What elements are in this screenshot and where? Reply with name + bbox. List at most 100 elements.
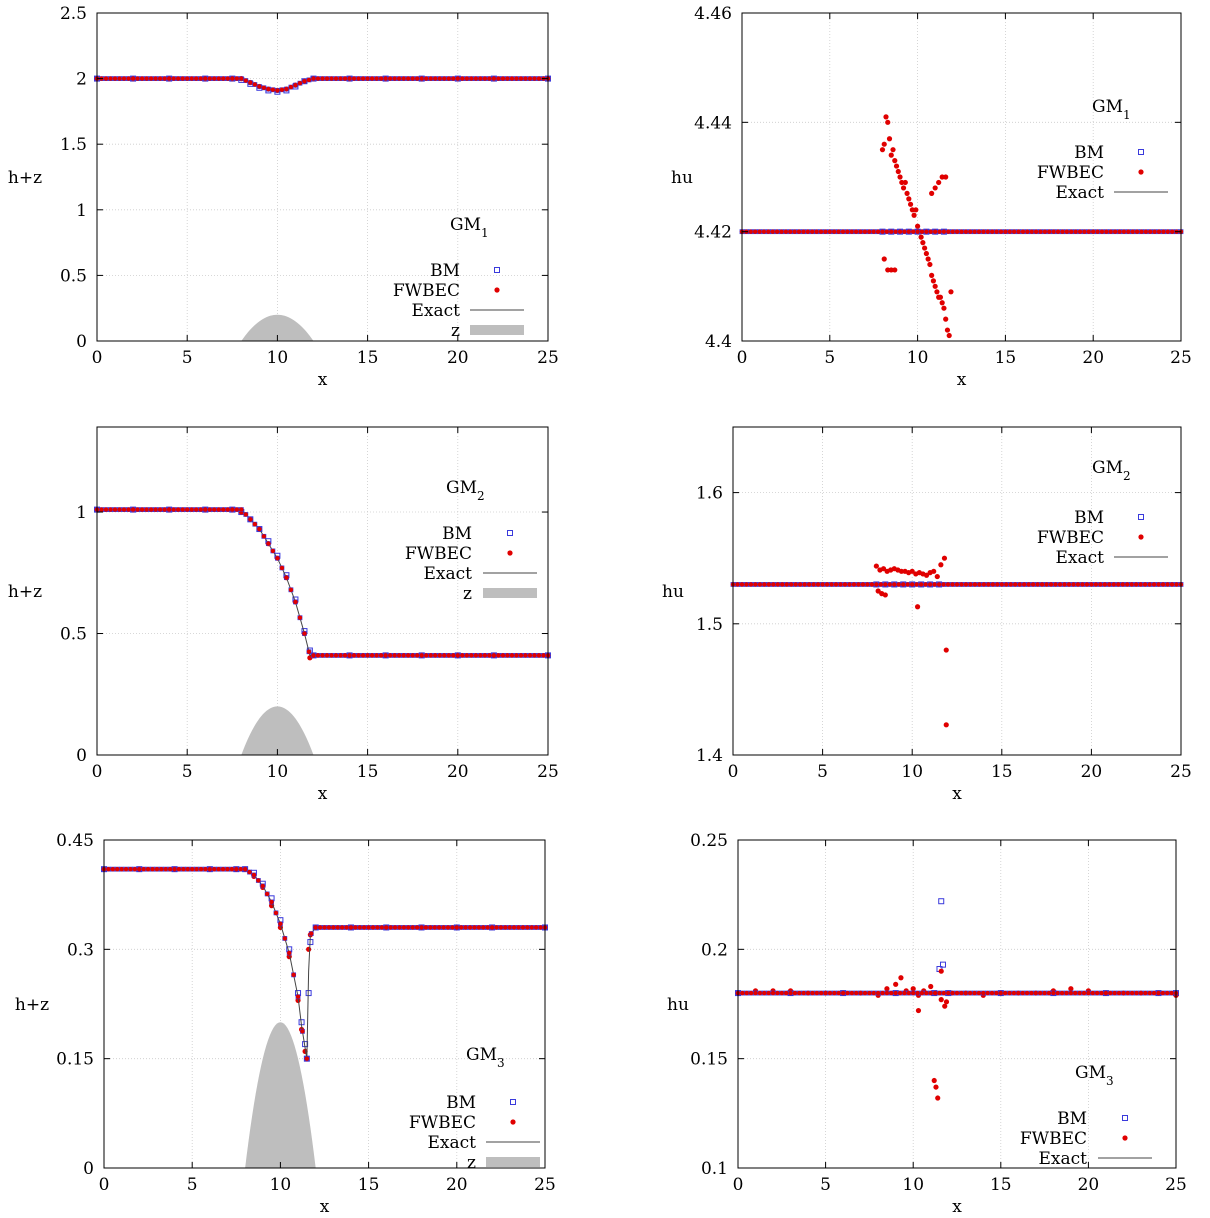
fwbec-point bbox=[946, 990, 951, 996]
fwbec-point bbox=[311, 76, 316, 81]
fwbec-point bbox=[1035, 582, 1040, 587]
fwbec-point bbox=[941, 555, 948, 561]
fwbec-point bbox=[932, 990, 938, 996]
fwbec-point bbox=[198, 76, 203, 81]
fwbec-point bbox=[959, 582, 964, 587]
fwbec-point bbox=[892, 158, 898, 164]
fwbec-point bbox=[932, 283, 938, 289]
y-axis-label: h+z bbox=[8, 168, 42, 188]
fwbec-point bbox=[498, 925, 504, 930]
fwbec-point bbox=[789, 582, 794, 587]
fwbec-point bbox=[157, 76, 163, 81]
fwbec-point bbox=[989, 990, 995, 996]
fwbec-point bbox=[797, 990, 802, 996]
fwbec-point bbox=[520, 925, 526, 930]
fwbec-point bbox=[905, 582, 910, 587]
fwbec-point bbox=[948, 289, 954, 295]
fwbec-point bbox=[387, 76, 393, 81]
fwbec-point bbox=[954, 582, 960, 587]
fwbec-point bbox=[889, 990, 894, 996]
y-tick-label: 0.1 bbox=[701, 1159, 728, 1179]
fwbec-point bbox=[356, 653, 361, 658]
fwbec-point bbox=[968, 229, 973, 234]
fwbec-point bbox=[898, 568, 905, 574]
fwbec-point bbox=[229, 866, 235, 872]
fwbec-point bbox=[1152, 229, 1157, 234]
fwbec-point bbox=[460, 653, 465, 658]
fwbec-point bbox=[883, 582, 888, 587]
fwbec-point bbox=[375, 925, 380, 930]
fwbec-point bbox=[230, 507, 235, 512]
fwbec-point bbox=[437, 653, 442, 658]
fwbec-point bbox=[862, 229, 868, 234]
fwbec-point bbox=[811, 582, 816, 587]
fwbec-point bbox=[137, 866, 142, 872]
panel-p6: 0 5 10 15 20 25 0.1 0.15 0.2 0.25 x hu GM3 BMFWBECExa… bbox=[667, 831, 1187, 1217]
x-axis-label: x bbox=[318, 784, 328, 804]
fwbec-point bbox=[324, 653, 330, 658]
fwbec-point bbox=[190, 866, 195, 872]
fwbec-point bbox=[487, 76, 492, 81]
fwbec-point bbox=[514, 76, 519, 81]
fwbec-point bbox=[360, 653, 366, 658]
fwbec-point bbox=[525, 925, 530, 930]
x-axis-label: x bbox=[320, 1197, 330, 1217]
fwbec-point bbox=[1004, 582, 1009, 587]
fwbec-point bbox=[928, 990, 933, 996]
y-axis-label: h+z bbox=[8, 582, 42, 602]
plot-frame bbox=[737, 839, 1177, 1169]
fwbec-point bbox=[1053, 582, 1058, 587]
fwbec-point bbox=[906, 990, 912, 996]
fwbec-point bbox=[806, 582, 812, 587]
fwbec-point bbox=[282, 936, 288, 941]
fwbec-point bbox=[928, 983, 934, 990]
fwbec-point bbox=[489, 925, 495, 930]
fwbec-point bbox=[766, 990, 771, 996]
fwbec-point bbox=[775, 582, 780, 587]
fwbec-point bbox=[478, 653, 483, 658]
x-tick-label: 0 bbox=[99, 1175, 110, 1195]
fwbec-point bbox=[914, 604, 921, 610]
fwbec-point bbox=[938, 562, 944, 568]
fwbec-point bbox=[1042, 990, 1047, 996]
fwbec-point bbox=[1138, 582, 1143, 587]
fwbec-point bbox=[1046, 990, 1052, 996]
fwbec-point bbox=[339, 925, 345, 930]
fwbec-point bbox=[366, 925, 371, 930]
fwbec-point bbox=[805, 229, 811, 234]
fwbec-point bbox=[445, 925, 451, 930]
fwbec-point bbox=[1090, 990, 1095, 996]
fwbec-point bbox=[762, 990, 767, 996]
panel-title-subscript: 3 bbox=[497, 1056, 505, 1070]
fwbec-point bbox=[1021, 582, 1027, 587]
fwbec-point bbox=[335, 925, 340, 930]
fwbec-point bbox=[203, 866, 208, 872]
fwbec-point bbox=[410, 653, 415, 658]
fwbec-point bbox=[1147, 990, 1152, 996]
fwbec-point bbox=[998, 990, 1003, 996]
plot-frame bbox=[96, 12, 549, 342]
fwbec-point bbox=[106, 866, 111, 872]
fwbec-point bbox=[985, 990, 990, 996]
fwbec-point bbox=[302, 79, 307, 84]
fwbec-point bbox=[410, 76, 415, 81]
fwbec-point bbox=[801, 229, 806, 234]
x-tick-label: 5 bbox=[182, 762, 193, 782]
fwbec-point bbox=[387, 653, 393, 658]
fwbec-point bbox=[446, 653, 451, 658]
fwbec-point bbox=[1071, 582, 1076, 587]
fwbec-point bbox=[115, 866, 120, 872]
fwbec-point bbox=[1091, 229, 1096, 234]
fwbec-point bbox=[128, 866, 133, 872]
fwbec-point bbox=[536, 76, 542, 81]
fwbec-point bbox=[963, 990, 968, 996]
fwbec-point bbox=[536, 653, 542, 658]
fwbec-point bbox=[788, 229, 793, 234]
z-bottom-topography bbox=[241, 314, 314, 341]
fwbec-point bbox=[1082, 229, 1087, 234]
fwbec-point bbox=[884, 229, 890, 234]
fwbec-point bbox=[119, 866, 124, 872]
fwbec-point bbox=[153, 76, 158, 81]
